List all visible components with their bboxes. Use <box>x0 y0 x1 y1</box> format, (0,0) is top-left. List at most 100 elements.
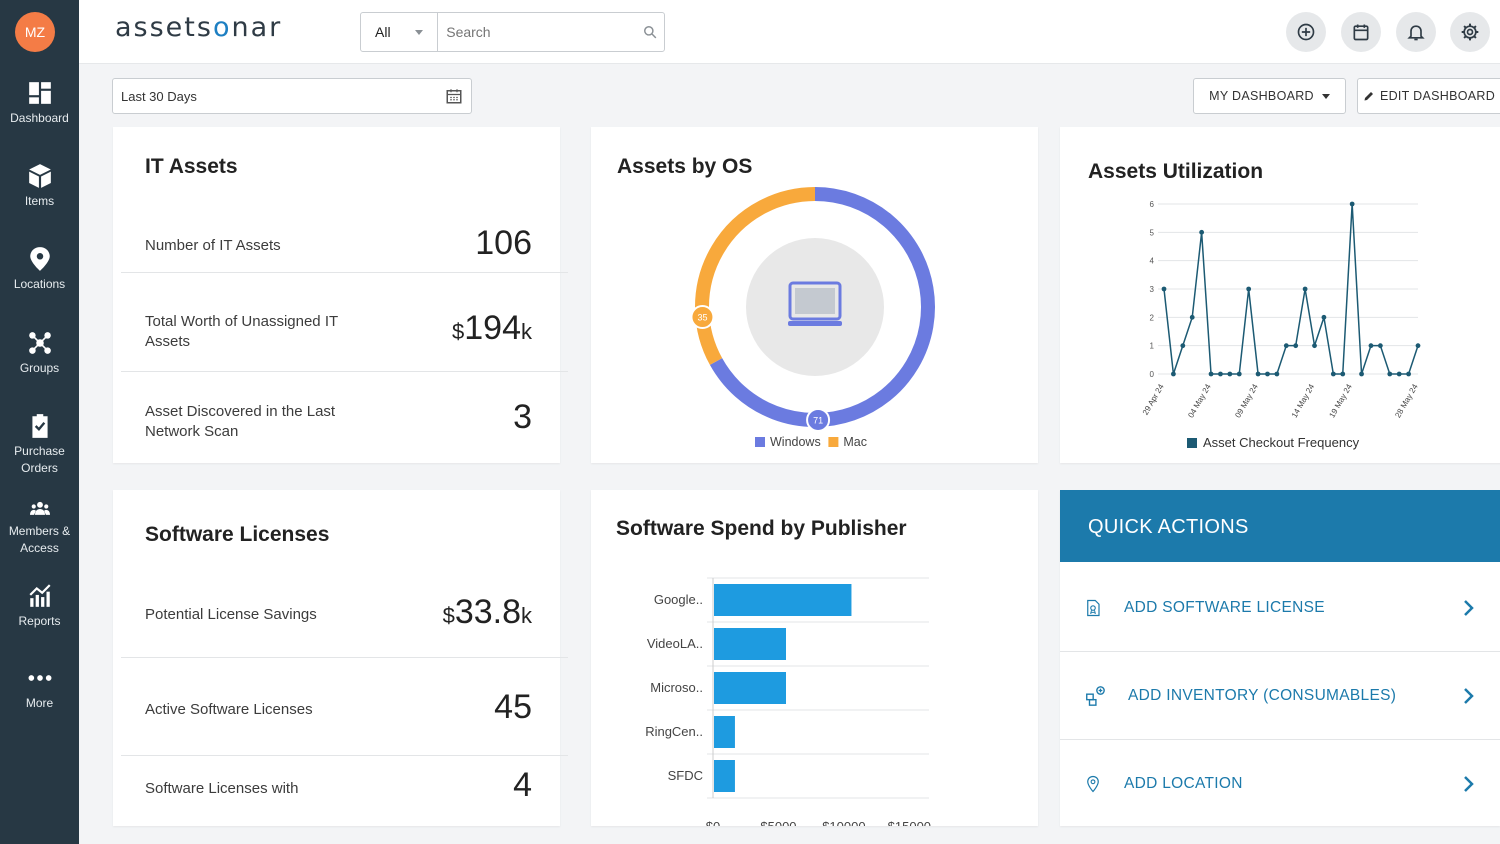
date-range-picker[interactable]: Last 30 Days <box>112 78 472 114</box>
search-input[interactable] <box>438 13 636 51</box>
sidebar-item-reports[interactable]: Reports <box>0 583 79 630</box>
legend-entry: Asset Checkout Frequency <box>1203 435 1360 450</box>
sidebar-item-label: Locations <box>13 277 66 291</box>
x-tick-label: $15000 <box>888 819 931 826</box>
sidebar-item-label: Dashboard <box>10 111 69 125</box>
sidebar-item-purchase-orders[interactable]: Purchase Orders <box>0 413 79 477</box>
search-group: All <box>360 12 665 52</box>
pie-value-label: 71 <box>813 415 823 425</box>
category-label: Google.. <box>654 592 703 607</box>
sidebar-item-label: Members & Access <box>8 524 71 555</box>
x-tick-label: 28 May 24 <box>1393 382 1420 419</box>
data-point <box>1340 371 1346 377</box>
plus-circle-icon <box>1297 23 1315 41</box>
sidebar-item-locations[interactable]: Locations <box>0 246 79 293</box>
gear-icon <box>1461 23 1479 41</box>
dashboard-icon <box>28 82 51 104</box>
stat-value: $33.8k <box>442 593 532 631</box>
quick-action-label: ADD LOCATION <box>1124 775 1243 792</box>
stat-row-license-savings[interactable]: Potential License Savings $33.8k <box>121 577 568 658</box>
search-scope-select[interactable]: All <box>361 13 439 51</box>
stat-label: Total Worth of Unassigned IT Assets <box>145 313 338 350</box>
category-label: RingCen.. <box>645 724 703 739</box>
avatar[interactable]: MZ <box>15 12 55 52</box>
clipboard-check-icon <box>31 414 48 438</box>
sidebar-item-dashboard[interactable]: Dashboard <box>0 80 79 127</box>
settings-button[interactable] <box>1450 12 1490 52</box>
legend-swatch <box>1187 438 1197 448</box>
inventory-icon <box>1086 685 1105 706</box>
y-tick-label: 6 <box>1150 200 1155 209</box>
add-location-action[interactable]: ADD LOCATION <box>1060 740 1500 828</box>
assets-utilization-chart: 0 1 2 3 4 5 6 29 Apr 24 04 May 24 09 May 24 14 May… <box>1141 200 1421 450</box>
add-button[interactable] <box>1286 12 1326 52</box>
data-point <box>1171 371 1176 377</box>
quick-actions-card: QUICK ACTIONS ADD SOFTWARE LICENSE ADD I… <box>1060 490 1500 826</box>
date-range-value: Last 30 Days <box>121 88 197 104</box>
category-label: VideoLA.. <box>647 636 703 651</box>
stat-label: Software Licenses with <box>145 780 299 797</box>
sidebar-item-label: Groups <box>19 361 60 375</box>
card-title: IT Assets <box>145 155 238 178</box>
it-assets-card: IT Assets Number of IT Assets 106 Total … <box>113 127 568 463</box>
y-tick-label: 5 <box>1150 228 1155 237</box>
stat-row-it-assets[interactable]: Number of IT Assets 106 <box>121 214 568 273</box>
data-point <box>1218 371 1223 377</box>
bar <box>714 628 786 660</box>
sidebar-item-groups[interactable]: Groups <box>0 330 79 377</box>
y-tick-label: 3 <box>1150 285 1155 294</box>
sidebar-item-members-access[interactable]: Members & Access <box>0 499 79 557</box>
card-title: Assets Utilization <box>1088 160 1264 183</box>
top-bar: assetsonar All <box>79 0 1500 64</box>
add-software-license-action[interactable]: ADD SOFTWARE LICENSE <box>1060 564 1500 652</box>
location-pin-icon <box>29 247 50 271</box>
card-title: Assets by OS <box>617 155 753 178</box>
pie-value-label: 35 <box>697 313 707 323</box>
data-point <box>1302 286 1308 292</box>
x-tick-label: 19 May 24 <box>1327 382 1354 419</box>
pie-value-badge <box>690 305 715 330</box>
data-point <box>1236 371 1242 377</box>
stat-row-licenses-with[interactable]: Software Licenses with 4 <box>121 756 568 826</box>
y-tick-label: 2 <box>1150 313 1155 322</box>
bar <box>714 716 735 748</box>
chevron-right-icon <box>1464 599 1474 616</box>
members-icon <box>29 501 50 515</box>
calendar-button[interactable] <box>1341 12 1381 52</box>
x-tick-label: $0 <box>706 819 720 826</box>
add-inventory-action[interactable]: ADD INVENTORY (CONSUMABLES) <box>1060 652 1500 740</box>
edit-dashboard-button[interactable]: EDIT DASHBOARD <box>1357 78 1500 114</box>
notifications-button[interactable] <box>1396 12 1436 52</box>
stat-value: 106 <box>475 224 532 262</box>
stat-label: Potential License Savings <box>145 606 317 623</box>
legend-entry: Mac <box>843 435 867 449</box>
logo-text: nar <box>231 12 283 43</box>
assetsonar-logo[interactable]: assetsonar <box>115 12 282 43</box>
card-title: Software Licenses <box>145 523 330 546</box>
stat-value: 3 <box>513 398 532 436</box>
data-point <box>1208 371 1214 377</box>
sidebar-item-items[interactable]: Items <box>0 163 79 210</box>
search-icon[interactable] <box>635 13 664 51</box>
sidebar-item-label: More <box>25 696 54 710</box>
data-point <box>1406 371 1411 377</box>
calendar-icon <box>446 89 462 104</box>
x-tick-label: 29 Apr 24 <box>1141 382 1166 417</box>
sidebar-item-more[interactable]: More <box>0 665 79 712</box>
stat-row-unassigned-worth[interactable]: Total Worth of Unassigned IT Assets $194… <box>121 273 568 372</box>
category-label: SFDC <box>668 768 703 783</box>
stat-row-network-scan[interactable]: Asset Discovered in the Last Network Sca… <box>121 372 568 462</box>
my-dashboard-button[interactable]: MY DASHBOARD <box>1193 78 1346 114</box>
data-point <box>1246 286 1252 292</box>
sidebar-item-label: Items <box>24 194 55 208</box>
laptop-icon <box>788 281 842 326</box>
data-point <box>1227 371 1233 377</box>
data-point <box>1283 343 1289 349</box>
stat-label: Asset Discovered in the Last Network Sca… <box>145 403 336 440</box>
category-label: Microso.. <box>650 680 703 695</box>
data-point <box>1359 371 1364 377</box>
data-point <box>1255 371 1261 377</box>
stat-row-active-licenses[interactable]: Active Software Licenses 45 <box>121 658 568 756</box>
data-point <box>1321 314 1327 320</box>
sidebar-item-label: Purchase Orders <box>14 444 65 475</box>
